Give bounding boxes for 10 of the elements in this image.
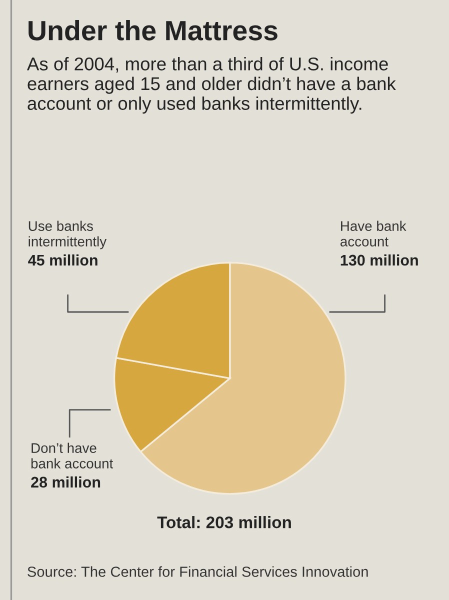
data-label: 45 million [28,254,98,266]
chart-title: Under the Mattress [28,20,278,40]
slice-label: Have bank account [340,220,406,246]
text: Total: 203 million [157,516,291,528]
slice-label: Use banks intermittently [28,220,107,250]
data-label: 130 million [340,254,418,266]
data-label: 28 million [31,476,100,488]
source-note: Source: The Center for Financial Services Innovation [28,566,368,577]
slice-label: Don’t have bank account [31,442,114,468]
chart-subtitle: As of 2004, more than a third of U.S. income earners aged 15 and older didn’t have a bank account or only used banks intermittently. [26,57,396,114]
